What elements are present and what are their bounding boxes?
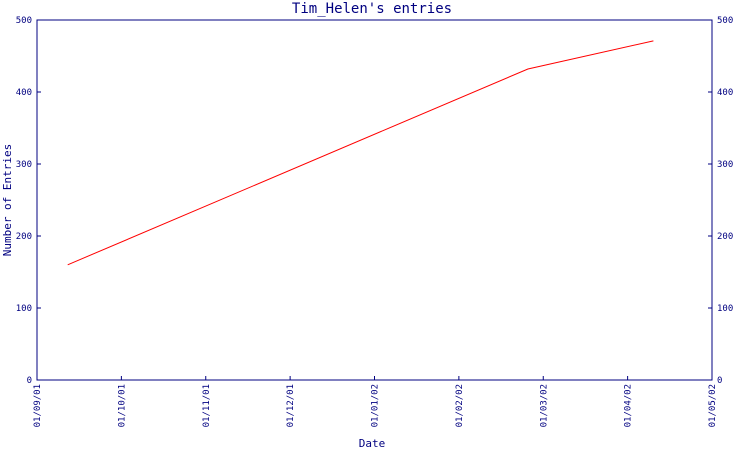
y-axis-label: Number of Entries (1, 144, 14, 257)
y-tick-label-left: 500 (16, 16, 32, 26)
y-tick-label-left: 100 (16, 304, 32, 314)
y-axis-right: 0 100 200 300 400 500 (708, 16, 733, 386)
x-tick-label: 01/11/01 (202, 384, 212, 427)
y-tick-label-right: 0 (717, 376, 722, 386)
y-tick-label-right: 400 (717, 88, 733, 98)
x-tick-label: 01/02/02 (455, 384, 465, 427)
y-tick-label-left: 0 (27, 376, 32, 386)
y-tick-label-left: 300 (16, 160, 32, 170)
x-tick-label: 01/03/02 (539, 384, 549, 427)
x-tick-label: 01/05/02 (708, 384, 718, 427)
x-tick-label: 01/04/02 (624, 384, 634, 427)
y-tick-label-left: 200 (16, 232, 32, 242)
y-tick-label-right: 100 (717, 304, 733, 314)
x-tick-label: 01/10/01 (117, 384, 127, 427)
x-axis: 01/09/01 01/10/01 01/11/01 01/12/01 01/01/02… (33, 376, 718, 427)
x-tick-label: 01/12/01 (286, 384, 296, 427)
y-tick-label-right: 300 (717, 160, 733, 170)
series-line (67, 40, 654, 266)
y-tick-label-right: 500 (717, 16, 733, 26)
series-layer (67, 40, 654, 266)
x-tick-label: 01/01/02 (371, 384, 381, 427)
y-tick-label-right: 200 (717, 232, 733, 242)
x-tick-label: 01/09/01 (33, 384, 43, 427)
x-axis-label: Date (359, 437, 386, 450)
y-tick-label-left: 400 (16, 88, 32, 98)
y-axis-left: 0 100 200 300 400 500 (16, 16, 41, 386)
plot-frame (36, 19, 713, 381)
chart-title: Tim_Helen's entries (292, 1, 452, 17)
